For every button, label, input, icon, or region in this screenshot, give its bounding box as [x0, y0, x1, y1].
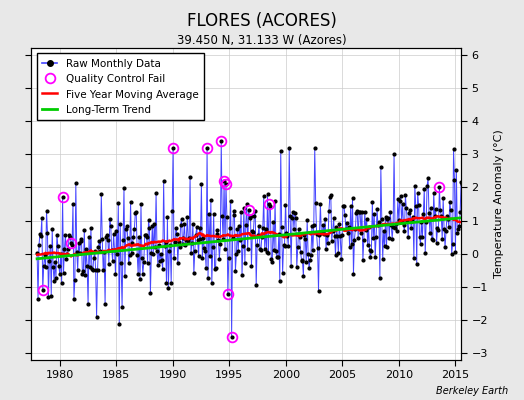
Legend: Raw Monthly Data, Quality Control Fail, Five Year Moving Average, Long-Term Tren: Raw Monthly Data, Quality Control Fail, …	[37, 53, 204, 120]
Text: 39.450 N, 31.133 W (Azores): 39.450 N, 31.133 W (Azores)	[177, 34, 347, 47]
Y-axis label: Temperature Anomaly (°C): Temperature Anomaly (°C)	[494, 130, 504, 278]
Text: Berkeley Earth: Berkeley Earth	[436, 386, 508, 396]
Text: FLORES (ACORES): FLORES (ACORES)	[187, 12, 337, 30]
